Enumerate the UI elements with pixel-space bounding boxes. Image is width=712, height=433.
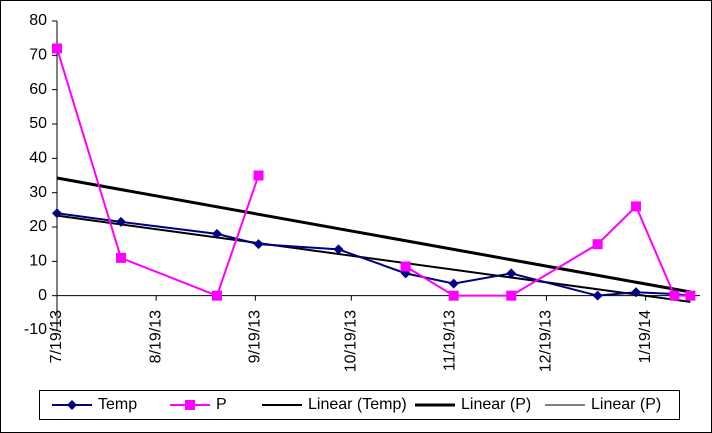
y-tick-label: 40 [29,150,47,167]
point [592,239,603,250]
legend-label: Linear (P) [461,396,531,413]
x-tick-label: 9/19/13 [247,310,264,363]
y-tick-label: 60 [29,81,47,98]
point [52,208,62,219]
y-tick-label: 70 [29,47,47,64]
point [115,252,126,263]
point [211,228,222,239]
y-tick-label: 0 [38,287,47,304]
legend-label: Linear (Temp) [308,396,407,413]
y-tick-label: 50 [29,115,47,132]
legend-label: P [216,396,227,413]
x-tick-label: 11/19/13 [442,310,459,371]
point [211,290,222,301]
point [115,216,126,227]
point [448,290,459,301]
y-tick-label: 10 [29,253,47,270]
legend-marker [67,400,77,410]
legend-marker [185,400,195,410]
x-tick-label: 12/19/13 [538,310,555,372]
x-tick-label: 8/19/13 [147,310,164,363]
point [631,287,642,298]
point [669,290,680,301]
y-tick-label: -10 [24,321,47,338]
point [685,290,696,301]
point [448,278,459,289]
point [253,239,264,250]
point [592,290,603,301]
point [631,201,642,212]
point [253,170,264,181]
y-tick-label: 80 [29,12,47,29]
x-tick-label: 1/19/14 [637,310,654,363]
y-tick-label: 30 [29,184,47,201]
x-tick-label: 7/19/13 [48,310,65,363]
point [506,290,517,301]
point [52,43,62,54]
trendline [56,214,691,303]
legend-label: Temp [98,396,137,413]
point [506,268,517,279]
legend-label: Linear (P) [591,396,661,413]
x-tick-label: 10/19/13 [343,310,360,372]
point [333,244,344,255]
series-line [56,212,691,297]
trendline [56,177,691,293]
point [400,261,411,272]
y-tick-label: 20 [29,218,47,235]
